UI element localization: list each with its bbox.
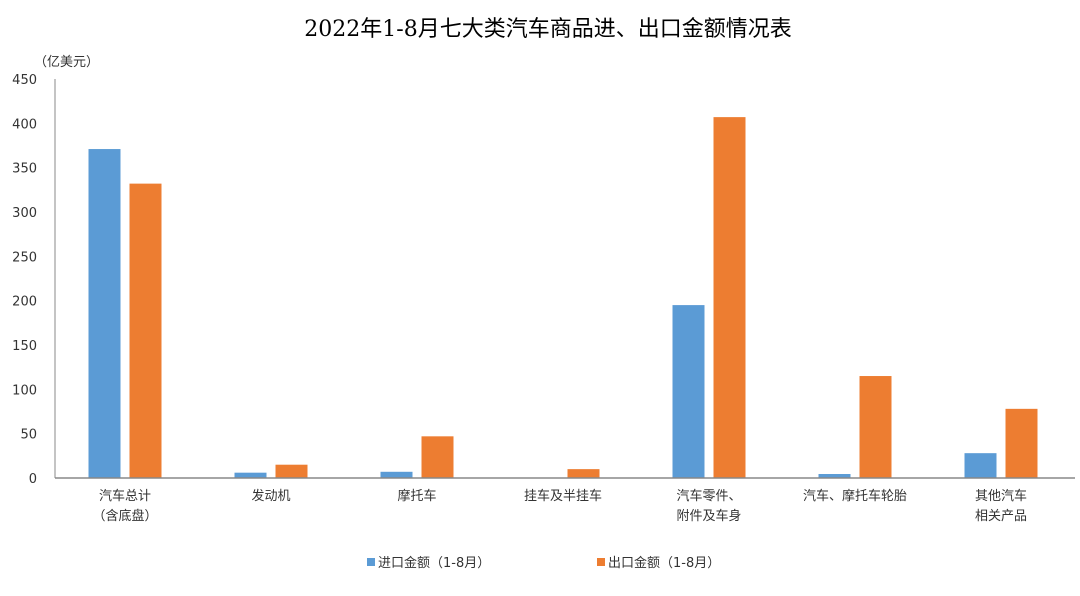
x-tick-label: 相关产品 [975, 509, 1027, 524]
bar-export [129, 183, 162, 479]
x-tick-label: 汽车零件、 [676, 488, 741, 504]
y-tick-label: 250 [12, 250, 37, 265]
bar-export [1005, 408, 1038, 478]
y-tick-label: 50 [20, 428, 37, 443]
legend-label: 进口金额（1-8月） [378, 555, 490, 571]
x-tick-label: 附件及车身 [676, 508, 741, 524]
bar-import [964, 453, 997, 478]
y-tick-label: 200 [12, 295, 37, 310]
bar-export [713, 117, 746, 479]
bar-export [421, 436, 454, 478]
legend-swatch [597, 558, 605, 566]
bar-export [567, 469, 600, 478]
y-axis-label: （亿美元） [34, 55, 99, 70]
y-tick-label: 0 [29, 472, 37, 487]
chart-title: 2022年1-8月七大类汽车商品进、出口金额情况表 [304, 17, 791, 42]
legend-label: 出口金额（1-8月） [608, 555, 720, 571]
x-tick-label: 汽车总计 [99, 488, 151, 504]
x-tick-label: 汽车、摩托车轮胎 [803, 488, 907, 504]
y-tick-label: 450 [12, 73, 37, 88]
bar-import [672, 305, 705, 478]
bar-export [859, 376, 892, 478]
y-tick-label: 300 [12, 206, 37, 221]
bar-import [234, 472, 267, 478]
y-tick-label: 100 [12, 383, 37, 398]
x-tick-label: 发动机 [251, 488, 290, 504]
bar-export [275, 464, 308, 478]
y-tick-label: 150 [12, 339, 37, 354]
y-tick-label: 400 [12, 117, 37, 132]
bar-import [818, 474, 851, 478]
y-tick-label: 350 [12, 162, 37, 177]
bar-import [380, 471, 413, 478]
x-tick-label: （含底盘） [92, 508, 157, 524]
legend-swatch [367, 558, 375, 566]
bar-import [88, 149, 121, 478]
x-tick-label: 摩托车 [397, 488, 436, 504]
x-tick-label: 挂车及半挂车 [524, 488, 602, 504]
x-tick-label: 其他汽车 [975, 488, 1027, 504]
